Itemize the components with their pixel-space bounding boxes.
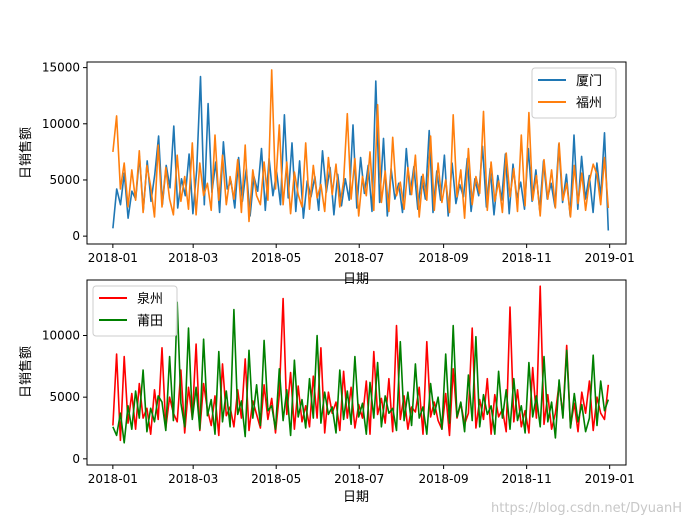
legend-box <box>92 285 178 337</box>
x-axis-label: 日期 <box>343 490 369 505</box>
y-tick-label: 0 <box>72 452 80 466</box>
x-ticks: 2018-01 2018-03 2018-05 2018-07 2018-09 2018-… <box>88 465 635 486</box>
y-tick-label: 10000 <box>42 329 80 343</box>
legend-label-fuzhou: 福州 <box>576 96 602 111</box>
x-tick-label: 2018-05 <box>251 472 301 486</box>
y-tick-label: 0 <box>72 229 80 243</box>
y-ticks: 0 5000 10000 15000 <box>42 61 87 243</box>
watermark: https://blog.csdn.net/DyuanH <box>491 501 682 516</box>
x-tick-label: 2018-11 <box>502 251 552 265</box>
series-line-3 <box>112 301 610 444</box>
x-tick-label: 2018-01 <box>88 251 138 265</box>
y-axis-label: 日销售额 <box>18 346 34 398</box>
x-tick-label: 2018-09 <box>419 472 469 486</box>
plot-frame <box>86 61 627 245</box>
series-lines <box>112 285 610 444</box>
legend-label-quanzhou: 泉州 <box>137 291 163 307</box>
x-tick-label: 2018-09 <box>419 251 469 265</box>
y-ticks: 0 5000 10000 <box>42 329 87 466</box>
plot-frame <box>86 279 627 466</box>
series-lines <box>112 69 610 231</box>
y-tick-label: 15000 <box>42 61 80 75</box>
x-tick-label: 2019-01 <box>585 472 635 486</box>
x-tick-label: 2018-03 <box>168 472 218 486</box>
legend-box <box>531 67 617 119</box>
x-tick-label: 2018-07 <box>334 472 384 486</box>
legend: 泉州 莆田 <box>92 285 178 337</box>
y-axis-label: 日销售额 <box>18 127 34 179</box>
legend-label-putian: 莆田 <box>137 314 163 329</box>
y-tick-label: 10000 <box>42 117 80 131</box>
x-tick-label: 2018-03 <box>168 251 218 265</box>
x-tick-label: 2018-01 <box>88 472 138 486</box>
y-tick-label: 5000 <box>49 173 80 187</box>
legend-label-xiamen: 厦门 <box>576 74 602 89</box>
series-line-1 <box>112 69 610 223</box>
legend: 厦门 福州 <box>531 67 617 119</box>
x-ticks: 2018-01 2018-03 2018-05 2018-07 2018-09 2018-… <box>88 244 635 265</box>
x-tick-label: 2018-07 <box>334 251 384 265</box>
y-tick-label: 5000 <box>49 390 80 404</box>
x-tick-label: 2018-11 <box>502 472 552 486</box>
x-tick-label: 2018-05 <box>251 251 301 265</box>
x-tick-label: 2019-01 <box>585 251 635 265</box>
